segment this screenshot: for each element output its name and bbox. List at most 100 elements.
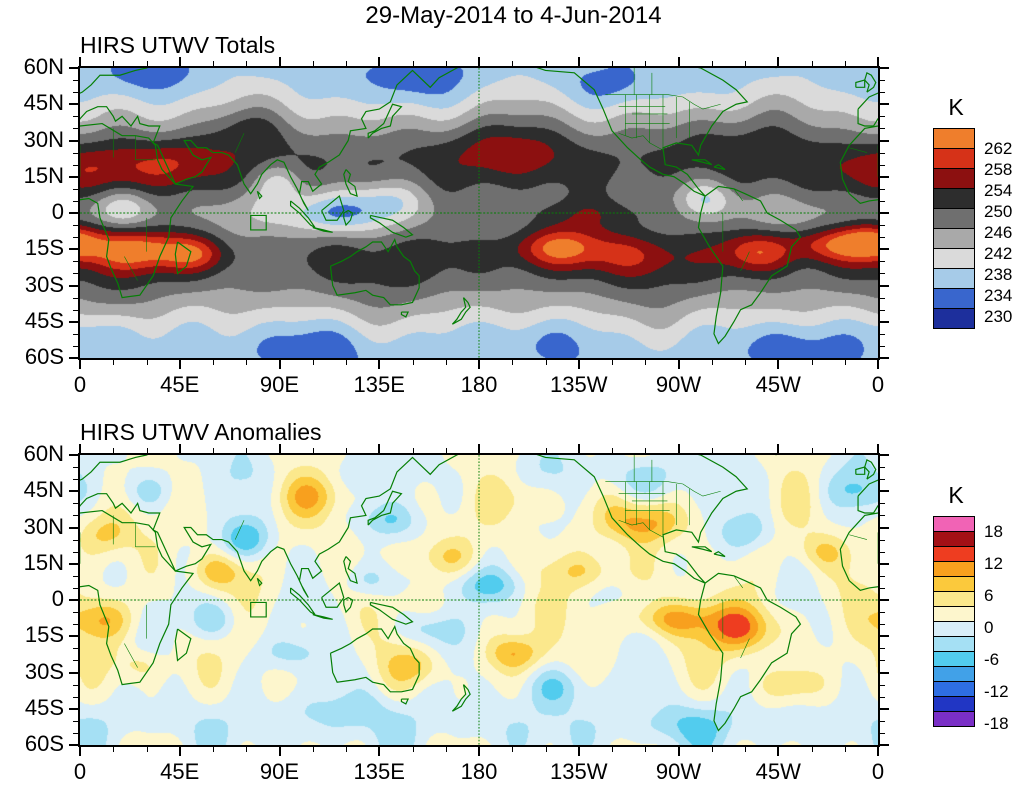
axis-tick [69, 526, 78, 529]
axis-tick [880, 103, 889, 106]
axis-tick [880, 320, 889, 323]
axis-tick [346, 448, 347, 453]
y-tick-label: 0 [51, 199, 64, 224]
colorbar-box [933, 248, 975, 269]
axis-tick [880, 237, 885, 239]
axis-tick [880, 671, 889, 674]
colorbar-box [933, 128, 975, 149]
axis-tick [69, 490, 78, 493]
axis-tick [478, 444, 480, 453]
x-tick-label: 135W [550, 372, 608, 397]
axis-tick [73, 575, 78, 577]
axis-tick [777, 747, 780, 756]
axis-tick [73, 551, 78, 553]
axis-tick [178, 360, 181, 369]
axis-tick [880, 345, 885, 347]
axis-tick [69, 707, 78, 710]
axis-tick [346, 61, 347, 66]
anomalies-colorbar [933, 516, 975, 727]
axis-tick [378, 747, 381, 756]
axis-tick [73, 116, 78, 118]
axis-tick [246, 747, 248, 752]
totals-panel-title: HIRS UTWV Totals [80, 32, 276, 58]
axis-tick [612, 360, 613, 365]
axis-tick [73, 237, 78, 239]
axis-tick [178, 57, 181, 66]
x-tick-label: 0 [73, 372, 87, 397]
axis-tick [880, 684, 885, 686]
axis-tick [545, 360, 547, 365]
axis-tick [73, 696, 78, 698]
axis-tick [880, 309, 885, 311]
axis-tick [711, 360, 713, 365]
axis-tick [811, 61, 813, 66]
x-tick-label: 90W [655, 372, 702, 397]
axis-tick [445, 747, 447, 752]
y-tick-label: 15N [23, 549, 64, 575]
axis-tick [512, 360, 514, 365]
axis-tick [69, 454, 78, 456]
x-tick-label: 90E [259, 372, 300, 397]
axis-tick [146, 360, 148, 365]
axis-tick [478, 360, 480, 369]
axis-tick [612, 61, 613, 66]
y-tick-label: 60N [23, 54, 64, 79]
axis-tick [512, 61, 514, 66]
axis-tick [745, 61, 746, 66]
axis-tick [880, 128, 885, 130]
axis-tick [880, 648, 885, 650]
axis-tick [545, 747, 547, 752]
x-tick-label: 0 [73, 759, 87, 784]
x-tick-label: 90E [259, 759, 300, 784]
axis-tick [880, 116, 885, 118]
colorbar-box [933, 168, 975, 189]
axis-tick [69, 599, 78, 601]
y-tick-label: 0 [51, 586, 64, 611]
axis-tick [146, 61, 148, 66]
axis-tick [73, 684, 78, 686]
axis-tick [278, 747, 281, 756]
axis-tick [79, 57, 81, 66]
axis-tick [73, 612, 78, 614]
axis-tick [880, 479, 885, 481]
colorbar-box [933, 188, 975, 209]
axis-tick [880, 612, 885, 614]
axis-tick [844, 448, 846, 453]
axis-tick [880, 744, 889, 746]
axis-tick [880, 575, 885, 577]
anomalies-coastlines-overlay [80, 455, 878, 745]
axis-tick [577, 57, 580, 66]
axis-tick [73, 92, 78, 94]
colorbar-box [933, 561, 975, 577]
axis-tick [73, 80, 78, 82]
axis-tick [645, 448, 647, 453]
axis-tick [213, 747, 214, 752]
axis-tick [73, 539, 78, 541]
axis-tick [178, 444, 181, 453]
colorbar-box [933, 606, 975, 622]
axis-tick [645, 360, 647, 365]
axis-tick [69, 320, 78, 323]
x-tick-label: 45W [755, 372, 801, 397]
axis-tick [880, 188, 885, 190]
axis-tick [880, 732, 885, 734]
totals-colorbar-title: K [948, 94, 964, 120]
x-tick-label: 180 [460, 759, 498, 784]
axis-tick [312, 747, 314, 752]
axis-tick [880, 526, 889, 529]
y-tick-label: 15N [23, 162, 64, 188]
axis-tick [880, 720, 885, 722]
axis-tick [113, 360, 115, 365]
axis-tick [73, 732, 78, 734]
axis-tick [880, 635, 889, 638]
colorbar-box [933, 148, 975, 169]
colorbar-tick-label: 12 [984, 554, 1003, 573]
axis-tick [412, 448, 414, 453]
axis-tick [69, 67, 78, 69]
axis-tick [880, 515, 885, 517]
axis-tick [445, 360, 447, 365]
x-tick-label: 180 [460, 372, 498, 397]
axis-tick [645, 61, 647, 66]
axis-tick [880, 67, 889, 69]
axis-tick [545, 61, 547, 66]
